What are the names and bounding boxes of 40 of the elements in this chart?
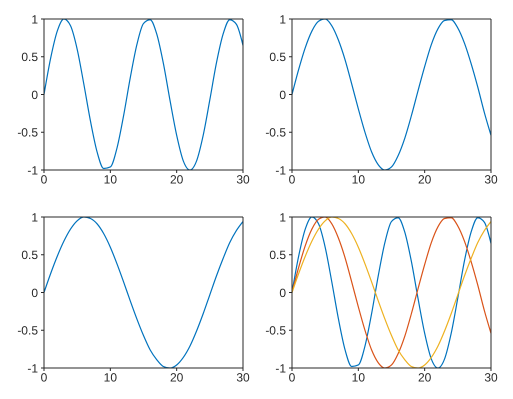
x-tick-label: 20 [170,172,184,187]
y-tick-label: -1 [275,163,286,178]
x-tick-label: 10 [352,172,366,187]
x-tick-label: 20 [418,172,432,187]
line-series [44,217,243,368]
y-tick-label: 0.5 [269,248,286,262]
x-tick-label: 10 [104,172,118,187]
x-tick-label: 0 [40,370,48,385]
y-tick-label: -1 [27,163,38,178]
x-tick-label: 30 [484,370,498,385]
y-tick-label: -0.5 [17,324,38,338]
y-tick-label: 0 [279,88,286,102]
line-series [292,217,491,368]
y-tick-label: -0.5 [265,126,286,140]
y-tick-label: 0 [31,286,38,300]
x-tick-label: 10 [352,370,366,385]
y-tick-label: 1 [31,12,38,26]
x-tick-label: 0 [288,370,296,385]
x-tick-label: 0 [288,172,296,187]
line-series [292,19,491,170]
x-tick-label: 30 [236,172,250,187]
y-tick-label: 1 [31,210,38,224]
line-series [44,19,243,170]
x-tick-label: 20 [418,370,432,385]
y-tick-label: 0.5 [269,50,286,64]
x-tick-label: 20 [170,370,184,385]
x-tick-label: 30 [484,172,498,187]
x-tick-label: 30 [236,370,250,385]
y-tick-label: 0 [279,286,286,300]
y-tick-label: -0.5 [17,126,38,140]
x-tick-label: 10 [104,370,118,385]
y-tick-label: 1 [279,210,286,224]
y-tick-label: 0 [31,88,38,102]
y-tick-label: 1 [279,12,286,26]
y-tick-label: -0.5 [265,324,286,338]
x-tick-label: 0 [40,172,48,187]
y-tick-label: -1 [27,361,38,376]
y-tick-label: 0.5 [21,50,38,64]
y-tick-label: 0.5 [21,248,38,262]
y-tick-label: -1 [275,361,286,376]
